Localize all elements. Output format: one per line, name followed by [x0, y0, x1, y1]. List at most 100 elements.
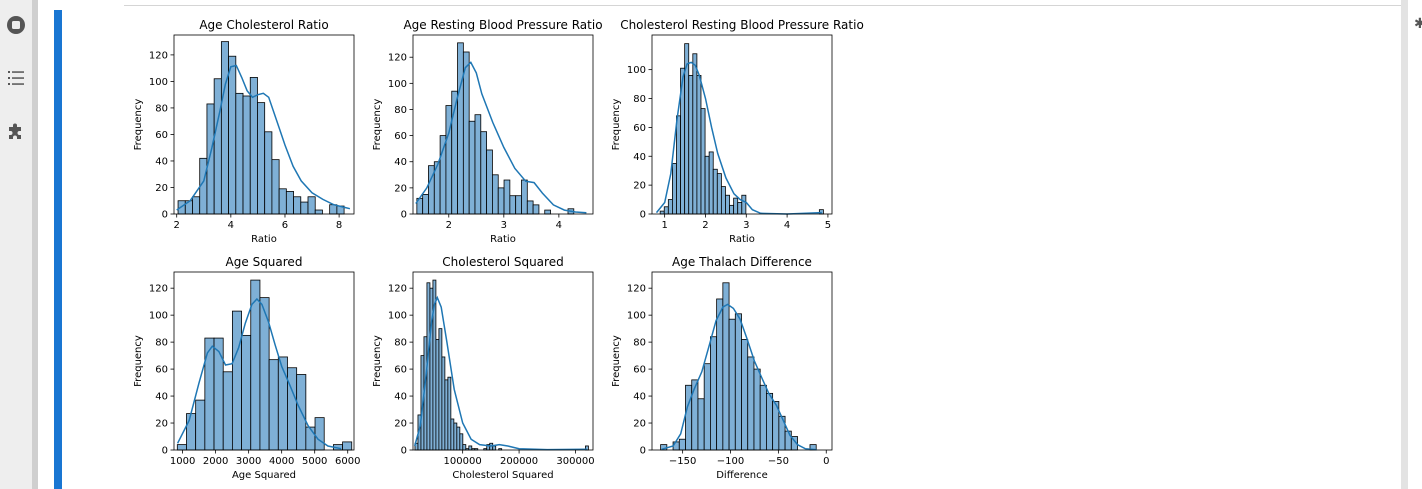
chart-title: Age Resting Blood Pressure Ratio	[403, 18, 602, 32]
histogram-bar	[195, 399, 206, 451]
histogram-bar	[728, 318, 736, 451]
plot-frame	[651, 271, 833, 451]
right-scroll-border[interactable]	[1401, 0, 1408, 489]
y-tick-label: 60	[633, 123, 646, 134]
x-axis-label: Ratio	[251, 234, 277, 245]
left-rail	[0, 0, 32, 489]
histogram-bar	[231, 310, 242, 451]
histogram-bar	[457, 42, 464, 215]
histogram-bar	[716, 298, 724, 451]
list-icon[interactable]	[5, 67, 27, 89]
histogram-bar	[450, 418, 455, 451]
y-tick-label: 100	[388, 79, 407, 90]
x-axis-label: Cholesterol Squared	[452, 470, 553, 481]
x-axis-label: Ratio	[729, 234, 755, 245]
histogram-bar	[186, 413, 197, 451]
histogram-bar	[422, 194, 429, 215]
kde-line	[415, 61, 587, 214]
y-tick-label: 20	[394, 183, 407, 194]
x-tick-label: 0	[823, 456, 829, 467]
histogram-bar	[759, 384, 767, 451]
histogram-bar	[692, 53, 698, 215]
x-tick-label: 3	[501, 220, 507, 231]
histogram-bar	[249, 77, 258, 215]
chart-title: Cholesterol Resting Blood Pressure Ratio	[620, 18, 864, 32]
histogram-bar	[264, 131, 273, 215]
histogram-bar	[314, 417, 325, 451]
histogram-bar	[667, 199, 673, 215]
histogram-bar	[678, 438, 686, 451]
plot-frame	[412, 271, 594, 451]
histogram-bar	[242, 95, 251, 215]
histogram-bar	[305, 426, 316, 451]
histogram-bar	[526, 200, 534, 215]
x-axis-label: Ratio	[490, 234, 516, 245]
y-tick-label: 40	[155, 392, 168, 403]
histogram-bar	[235, 92, 244, 215]
y-tick-label: 40	[633, 152, 646, 163]
y-tick-label: 100	[149, 311, 168, 322]
x-tick-label: −100	[717, 456, 744, 467]
histogram-bar	[708, 151, 714, 215]
plot-frame	[173, 34, 355, 215]
x-tick-label: 100000	[444, 456, 482, 467]
rail-border	[32, 0, 38, 489]
y-axis-label: Frequency	[133, 99, 144, 151]
histogram-bar	[314, 209, 323, 215]
x-tick-label: 300000	[556, 456, 594, 467]
histogram-bar	[753, 368, 761, 451]
histogram-bar	[733, 197, 739, 215]
x-tick-label: 2	[702, 220, 708, 231]
histogram-bar	[685, 384, 693, 451]
histogram-bar	[278, 188, 287, 215]
y-tick-label: 80	[633, 338, 646, 349]
gear-icon[interactable]: ✱	[1414, 16, 1422, 32]
chart-panel: −150 −100 −50 0 0 20 40 60 80 100 120 Age Thalach D…	[611, 255, 833, 481]
x-tick-label: 5000	[302, 456, 327, 467]
y-tick-label: 0	[401, 210, 407, 221]
histogram-bar	[220, 41, 229, 215]
histogram-bar	[462, 444, 467, 451]
histogram-bar	[509, 195, 517, 215]
histogram-bar	[659, 210, 665, 215]
y-tick-label: 40	[394, 157, 407, 168]
x-tick-label: 5	[825, 220, 831, 231]
histogram-bar	[192, 196, 201, 215]
histogram-bar	[176, 444, 187, 451]
stop-circle-icon[interactable]	[5, 14, 27, 36]
chart-panel: 1 2 3 4 5 0 20 40 60 80 100 Cholesterol Resting Blo…	[611, 18, 864, 245]
x-tick-label: 1	[661, 220, 667, 231]
histogram-bar	[672, 163, 677, 215]
histogram-bar	[741, 339, 749, 451]
histogram-bar	[222, 371, 233, 451]
histogram-bar	[492, 174, 499, 215]
puzzle-icon[interactable]	[5, 120, 27, 142]
y-tick-label: 100	[149, 77, 168, 88]
histogram-bar	[285, 191, 294, 215]
active-cell-indicator[interactable]	[54, 10, 62, 489]
x-tick-label: 2	[174, 220, 180, 231]
y-tick-label: 60	[394, 131, 407, 142]
histogram-bar	[329, 204, 338, 215]
chart-panel: 100000 200000 300000 0 20 40 60 80 100 120 Cholest…	[372, 255, 595, 481]
histogram-bar	[462, 51, 470, 215]
y-tick-label: 60	[394, 365, 407, 376]
chart-title: Cholesterol Squared	[442, 255, 563, 269]
y-tick-label: 40	[633, 392, 646, 403]
histogram-bar	[737, 202, 743, 215]
y-axis-label: Frequency	[611, 99, 622, 151]
histogram-bar	[486, 149, 493, 215]
y-tick-label: 20	[633, 181, 646, 192]
y-tick-label: 0	[401, 446, 407, 457]
x-tick-label: 3	[743, 220, 749, 231]
histogram-bar	[725, 194, 730, 215]
histogram-bar	[532, 204, 540, 215]
y-tick-label: 100	[388, 311, 407, 322]
histogram-bar	[241, 334, 252, 451]
y-tick-label: 40	[394, 392, 407, 403]
y-tick-label: 100	[627, 311, 646, 322]
kde-line	[661, 303, 817, 451]
y-tick-label: 80	[155, 338, 168, 349]
histogram-bar	[734, 313, 742, 451]
